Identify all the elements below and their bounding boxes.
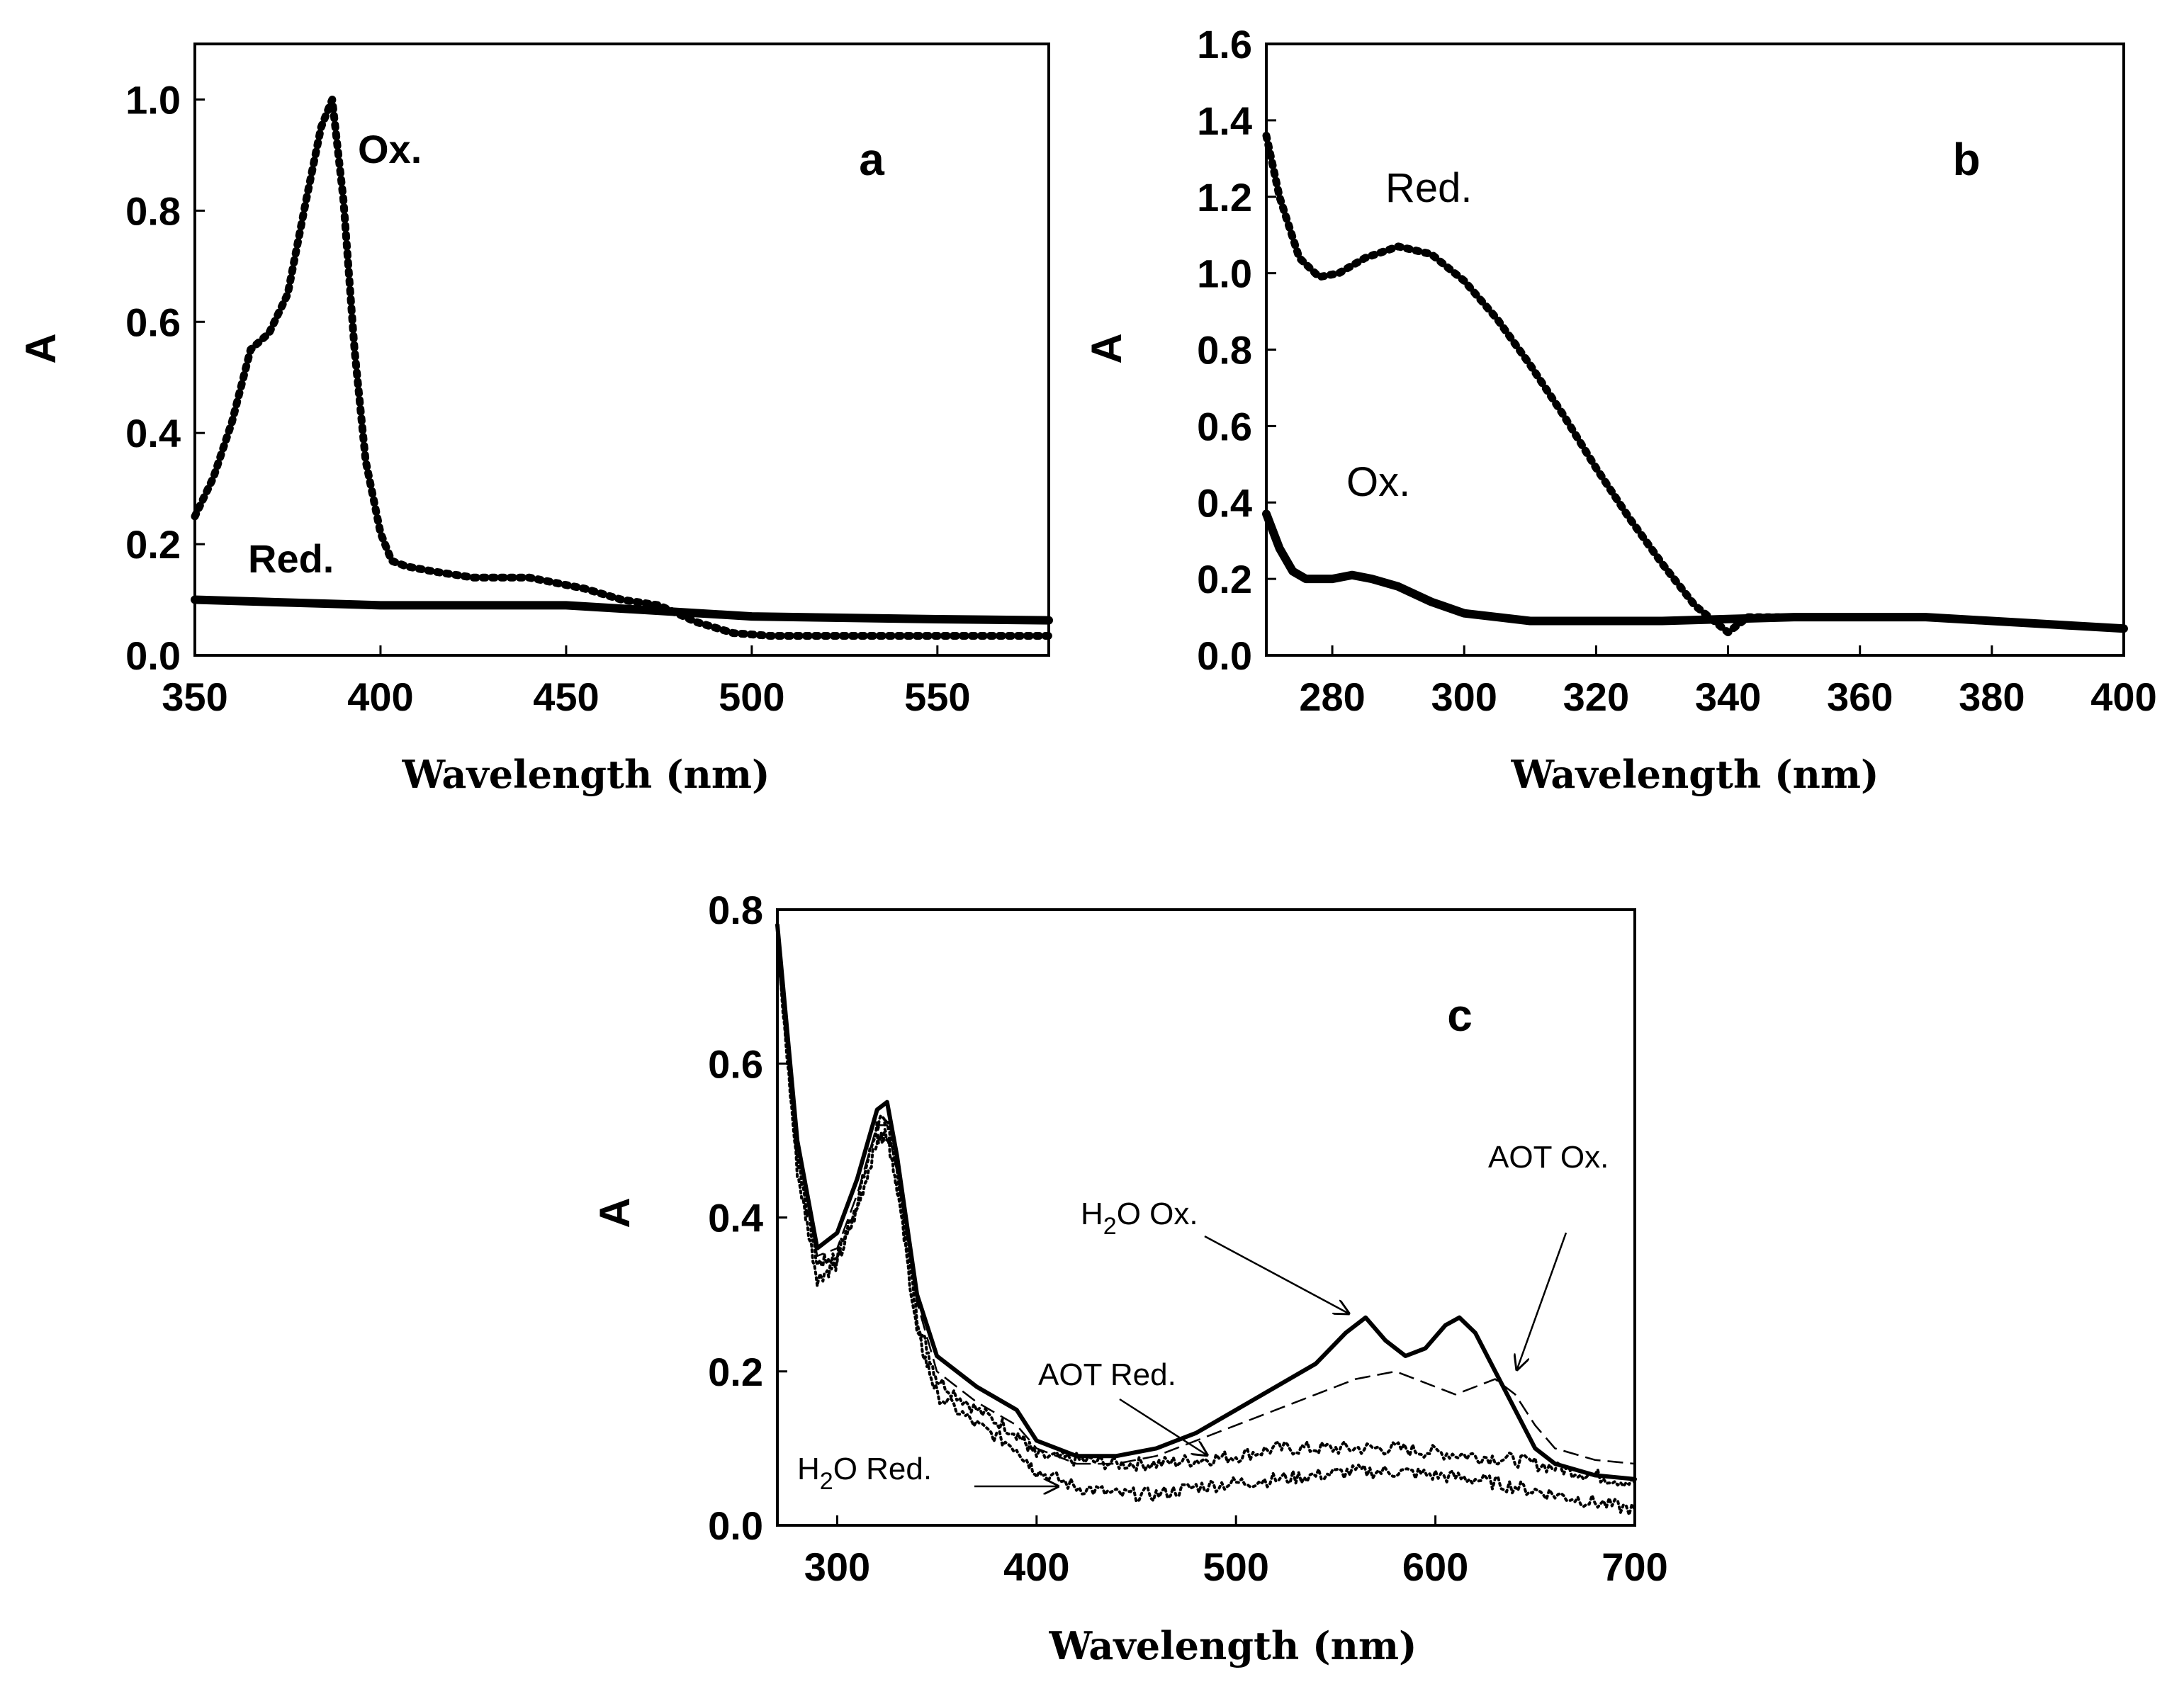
- annotation-red-b: Red.: [1385, 165, 1473, 211]
- y-tick-label: 0.2: [708, 1350, 763, 1394]
- y-tick-label: 1.6: [1197, 22, 1252, 67]
- y-tick-label: 0.4: [1197, 480, 1252, 525]
- x-tick-label: 300: [804, 1544, 870, 1589]
- x-tick-label: 550: [904, 674, 970, 719]
- y-tick-label: 0.2: [125, 522, 181, 567]
- series-group-a: [191, 96, 1053, 640]
- x-tick-label: 700: [1602, 1544, 1667, 1589]
- x-tick-label: 450: [533, 674, 599, 719]
- annotation-ox-b: Ox.: [1346, 459, 1410, 505]
- y-tick-label: 0.6: [708, 1041, 763, 1086]
- annotation-ox-a: Ox.: [358, 127, 422, 171]
- y-tick-label: 0.8: [708, 888, 763, 932]
- x-tick-label: 320: [1563, 674, 1629, 719]
- panel-c: 300 400 500 600 700 0.0 0.2 0.4 0.6 0.8 A Wavele…: [591, 888, 1668, 1668]
- x-tick-label: 350: [162, 674, 227, 719]
- arrow-aot-red: [1119, 1398, 1208, 1456]
- x-axis-label-c: Wavelength (nm): [1048, 1623, 1417, 1668]
- y-tick-label: 0.6: [1197, 404, 1252, 448]
- x-ticks-c: 300 400 500 600 700: [804, 1515, 1668, 1589]
- y-axis-label-c: A: [591, 1197, 638, 1228]
- y-axis-label-b: A: [1083, 333, 1130, 363]
- x-axis-label-b: Wavelength (nm): [1510, 752, 1879, 797]
- panel-label-a: a: [859, 134, 884, 185]
- y-ticks-b: 0.0 0.2 0.4 0.6 0.8 1.0 1.2 1.4 1.6: [1197, 22, 1276, 678]
- x-ticks-a: 350 400 450 500 550: [162, 645, 971, 719]
- x-tick-label: 600: [1402, 1544, 1468, 1589]
- y-ticks-a: 0.0 0.2 0.4 0.6 0.8 1.0: [125, 77, 205, 678]
- series-group-b: [1262, 132, 2128, 637]
- y-tick-label: 0.8: [125, 188, 181, 233]
- x-tick-label: 280: [1299, 674, 1365, 719]
- series-ox-line: [191, 96, 1053, 640]
- panel-a: 350 400 450 500 550 0.0 0.2 0.4 0.6 0.8 1.0 A Wav…: [17, 43, 1053, 797]
- annotation-h2o-red: H2O Red.: [797, 1452, 932, 1495]
- series-group-c: [775, 922, 1637, 1517]
- y-tick-label: 0.8: [1197, 328, 1252, 373]
- x-tick-label: 400: [2090, 674, 2156, 719]
- y-tick-label: 0.0: [708, 1503, 763, 1548]
- series-h2o-red-line: [776, 947, 1636, 1517]
- y-tick-label: 1.0: [1197, 252, 1252, 296]
- annotation-aot-ox: AOT Ox.: [1488, 1140, 1609, 1175]
- y-tick-label: 0.6: [125, 300, 181, 344]
- y-tick-label: 1.2: [1197, 175, 1252, 220]
- y-tick-label: 0.0: [125, 633, 181, 678]
- x-tick-label: 500: [719, 674, 784, 719]
- x-tick-label: 400: [1003, 1544, 1069, 1589]
- series-ox-line: [1262, 509, 2128, 633]
- annotation-aot-red: AOT Red.: [1038, 1357, 1176, 1392]
- x-ticks-b: 280 300 320 340 360 380 400: [1299, 645, 2157, 719]
- panel-b: 280 300 320 340 360 380 400 0.0 0.2 0.4 0.6 0.8 1.0…: [1083, 22, 2157, 797]
- x-tick-label: 300: [1431, 674, 1497, 719]
- series-aot-red-line: [776, 939, 1636, 1488]
- annotation-h2o-ox: H2O Ox.: [1081, 1197, 1198, 1240]
- x-tick-label: 400: [347, 674, 413, 719]
- y-tick-label: 1.0: [125, 77, 181, 122]
- series-h2o-ox-line: [775, 922, 1637, 1481]
- panel-label-c: c: [1447, 990, 1473, 1041]
- y-tick-label: 1.4: [1197, 98, 1252, 143]
- x-tick-label: 340: [1695, 674, 1761, 719]
- x-tick-label: 380: [1959, 674, 2025, 719]
- x-axis-label-a: Wavelength (nm): [401, 752, 770, 797]
- y-tick-label: 0.2: [1197, 557, 1252, 601]
- y-tick-label: 0.4: [125, 411, 181, 456]
- annotation-red-a: Red.: [248, 536, 334, 581]
- x-tick-label: 500: [1203, 1544, 1268, 1589]
- arrow-aot-ox: [1516, 1232, 1567, 1371]
- y-tick-label: 0.4: [708, 1196, 763, 1241]
- arrow-h2o-ox: [1204, 1235, 1350, 1314]
- x-tick-label: 360: [1827, 674, 1893, 719]
- y-axis-label-a: A: [17, 333, 64, 363]
- y-ticks-c: 0.0 0.2 0.4 0.6 0.8: [708, 888, 787, 1548]
- series-red-line: [191, 595, 1053, 625]
- y-tick-label: 0.0: [1197, 633, 1252, 678]
- panel-label-b: b: [1952, 134, 1980, 185]
- plot-frame-b: [1265, 43, 2125, 657]
